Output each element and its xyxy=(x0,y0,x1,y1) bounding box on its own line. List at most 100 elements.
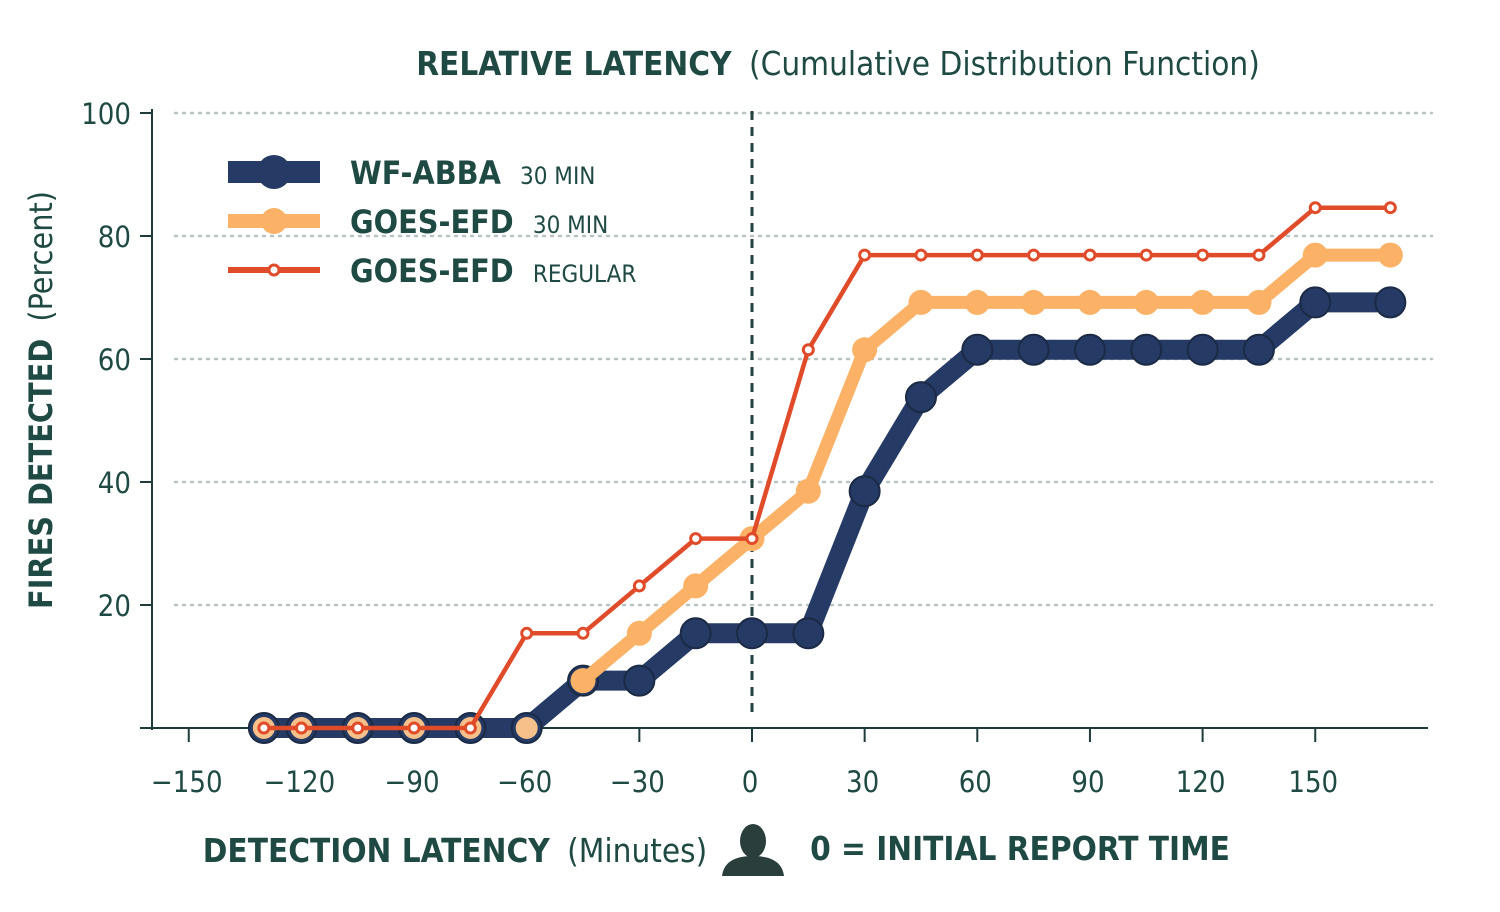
legend-name-goes-efd-30: GOES-EFD xyxy=(350,203,514,241)
series-1-point-13 xyxy=(1302,242,1328,268)
series-2-point-11 xyxy=(858,248,872,262)
series-2-point-15 xyxy=(1083,248,1097,262)
x-tick-label--150: −150 xyxy=(151,765,223,799)
series-1-point-2 xyxy=(683,573,709,599)
series-2-point-20 xyxy=(1383,201,1397,215)
series-0-point-13 xyxy=(961,333,994,366)
series-2-point-19 xyxy=(1308,201,1322,215)
series-0-point-17 xyxy=(1186,333,1219,366)
legend-label-goes-efd-regular: GOES-EFD REGULAR xyxy=(350,252,636,290)
series-0-point-7 xyxy=(623,664,656,697)
chart-title-regular: (Cumulative Distribution Function) xyxy=(749,44,1260,83)
y-tick-label-100: 100 xyxy=(81,97,131,131)
series-0-point-20 xyxy=(1374,286,1407,319)
series-0-point-9 xyxy=(736,617,768,650)
person-silhouette-icon xyxy=(722,824,784,876)
series-1-point-6 xyxy=(908,289,934,315)
chart-title: RELATIVE LATENCY (Cumulative Distributio… xyxy=(416,44,1260,83)
series-0-point-18 xyxy=(1242,333,1275,366)
x-tick-label-0: 0 xyxy=(742,765,759,799)
series-2-point-7 xyxy=(632,579,646,593)
legend-name-goes-efd-regular: GOES-EFD xyxy=(350,252,514,290)
series-1-point-4 xyxy=(795,478,821,504)
x-tick-label-150: 150 xyxy=(1288,765,1338,799)
series-0-point-19 xyxy=(1299,286,1332,319)
series-2-point-10 xyxy=(801,343,815,357)
series-0-point-8 xyxy=(679,617,712,650)
series-0-point-16 xyxy=(1130,333,1163,366)
series-2-point-1 xyxy=(294,721,308,735)
x-tick-label-120: 120 xyxy=(1176,765,1226,799)
x-tick-label--30: −30 xyxy=(610,765,665,799)
series-2-point-0 xyxy=(257,721,271,735)
series-1-point-10 xyxy=(1133,289,1159,315)
legend-qualifier-goes-efd-regular: REGULAR xyxy=(533,260,637,288)
legend-item-wf-abba: WF-ABBA 30 MIN xyxy=(228,154,595,192)
series-2-point-12 xyxy=(914,248,928,262)
chart-title-bold: RELATIVE LATENCY xyxy=(416,44,732,83)
series-2-point-6 xyxy=(576,626,590,640)
series-2-point-16 xyxy=(1139,248,1153,262)
x-axis-label-regular: (Minutes) xyxy=(567,831,707,870)
series-2-point-3 xyxy=(407,721,421,735)
series-2-point-17 xyxy=(1196,248,1210,262)
y-tick-label-20: 20 xyxy=(98,589,131,623)
legend-marker-goes-efd-30 xyxy=(261,208,287,234)
series-1-point-14 xyxy=(1377,242,1403,268)
series-0-point-10 xyxy=(792,617,825,650)
x-tick-label--90: −90 xyxy=(385,765,440,799)
series-0-point-11 xyxy=(848,475,881,508)
legend-marker-wf-abba xyxy=(257,155,291,189)
legend-marker-goes-efd-regular xyxy=(267,263,281,277)
x-axis-label-bold: DETECTION LATENCY xyxy=(203,831,550,870)
series-1-point-0 xyxy=(570,668,596,694)
series-line-0 xyxy=(253,292,1401,738)
legend-item-goes-efd-30: GOES-EFD 30 MIN xyxy=(228,203,608,241)
series-0 xyxy=(247,286,1407,744)
series-0-point-15 xyxy=(1073,333,1106,366)
initial-report-annotation: 0 = INITIAL REPORT TIME xyxy=(810,829,1230,868)
series-1-point-1 xyxy=(626,620,652,646)
y-tick-label-60: 60 xyxy=(98,343,131,377)
series-1-point-9 xyxy=(1077,289,1103,315)
y-tick-label-80: 80 xyxy=(98,220,131,254)
legend-name-wf-abba: WF-ABBA xyxy=(350,154,502,192)
legend-qualifier-wf-abba: 30 MIN xyxy=(520,162,595,190)
series-1-point-8 xyxy=(1021,289,1047,315)
series-2-point-2 xyxy=(351,721,365,735)
y-axis-label-regular: (Percent) xyxy=(22,191,60,322)
series-2-point-9 xyxy=(745,532,759,546)
series-2-point-8 xyxy=(689,532,703,546)
series-1-point-5 xyxy=(852,337,878,363)
series xyxy=(247,201,1407,744)
x-tick-label-30: 30 xyxy=(846,765,879,799)
series-2-point-13 xyxy=(970,248,984,262)
x-tick-label--120: −120 xyxy=(264,765,336,799)
series-1-point-11 xyxy=(1190,289,1216,315)
legend-item-goes-efd-regular: GOES-EFD REGULAR xyxy=(228,252,636,290)
series-2-point-14 xyxy=(1027,248,1041,262)
series-0-point-14 xyxy=(1017,333,1050,366)
y-tick-label-40: 40 xyxy=(98,466,131,500)
axes: 20 40 60 80 100 −150 −120 −90 −60 −30 0 30 60 90 120 15… xyxy=(81,97,1428,799)
x-tick-label-90: 90 xyxy=(1071,765,1104,799)
y-axis-label: FIRES DETECTED (Percent) xyxy=(22,191,60,609)
legend-qualifier-goes-efd-30: 30 MIN xyxy=(533,211,608,239)
legend-label-wf-abba: WF-ABBA 30 MIN xyxy=(350,154,595,192)
x-tick-label-60: 60 xyxy=(959,765,992,799)
x-axis-label: DETECTION LATENCY (Minutes) xyxy=(203,831,707,870)
series-0-point-12 xyxy=(904,381,937,414)
series-1-point-7 xyxy=(964,289,990,315)
legend-label-goes-efd-30: GOES-EFD 30 MIN xyxy=(350,203,608,241)
series-2 xyxy=(257,201,1397,735)
series-0-point-5-inner xyxy=(515,717,538,739)
series-line-1 xyxy=(576,248,1397,688)
series-2-point-18 xyxy=(1252,248,1266,262)
y-axis-label-bold: FIRES DETECTED xyxy=(22,339,60,609)
series-2-point-5 xyxy=(520,626,534,640)
series-1 xyxy=(570,242,1403,694)
series-1-point-12 xyxy=(1246,289,1272,315)
series-2-point-4 xyxy=(463,721,477,735)
legend: WF-ABBA 30 MIN GOES-EFD 30 MIN GOES-EFD … xyxy=(228,154,636,290)
